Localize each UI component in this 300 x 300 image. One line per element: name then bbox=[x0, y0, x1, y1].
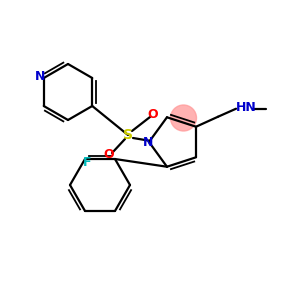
Text: HN: HN bbox=[236, 101, 256, 114]
Text: S: S bbox=[123, 128, 133, 142]
Text: O: O bbox=[148, 109, 158, 122]
Text: N: N bbox=[143, 136, 153, 148]
Circle shape bbox=[170, 105, 196, 131]
Text: N: N bbox=[34, 70, 45, 83]
Text: F: F bbox=[83, 155, 91, 169]
Text: O: O bbox=[104, 148, 114, 161]
